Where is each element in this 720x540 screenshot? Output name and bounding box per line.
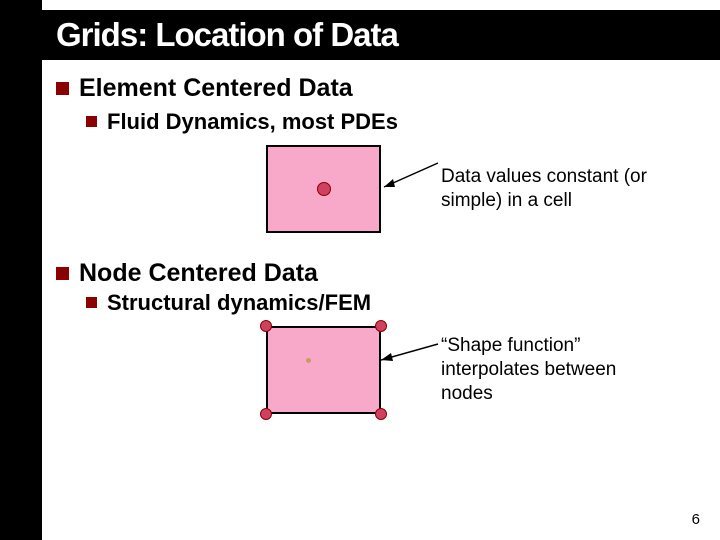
cell-rect bbox=[266, 326, 381, 414]
annotation-node-centered: “Shape function” interpolates between no… bbox=[441, 334, 651, 405]
bullet-lvl2-fluid-dynamics: Fluid Dynamics, most PDEs bbox=[86, 109, 706, 135]
content-area: Element Centered Data Fluid Dynamics, mo… bbox=[56, 74, 706, 420]
annotation-element-centered: Data values constant (or simple) in a ce… bbox=[441, 165, 651, 213]
square-bullet-icon bbox=[56, 82, 69, 95]
arrow-to-interior bbox=[381, 326, 441, 414]
interior-sample-point-icon bbox=[306, 358, 311, 363]
page-number: 6 bbox=[692, 511, 700, 528]
square-bullet-icon bbox=[86, 116, 97, 127]
square-bullet-icon bbox=[86, 297, 97, 308]
heading-node-centered: Node Centered Data bbox=[79, 259, 318, 288]
diagram-element-centered: Data values constant (or simple) in a ce… bbox=[56, 145, 706, 233]
slide-title: Grids: Location of Data bbox=[56, 16, 720, 54]
left-accent-stripe bbox=[0, 0, 42, 540]
bullet-lvl2-structural: Structural dynamics/FEM bbox=[86, 290, 706, 316]
square-bullet-icon bbox=[56, 267, 69, 280]
subheading-structural: Structural dynamics/FEM bbox=[107, 290, 371, 316]
heading-element-centered: Element Centered Data bbox=[79, 74, 353, 103]
cell-node-centered bbox=[266, 326, 381, 414]
subheading-fluid-dynamics: Fluid Dynamics, most PDEs bbox=[107, 109, 398, 135]
cell-element-centered bbox=[266, 145, 381, 233]
node-point-icon bbox=[260, 320, 272, 332]
diagram-node-centered: “Shape function” interpolates between no… bbox=[56, 326, 706, 414]
arrow-to-center bbox=[381, 145, 441, 233]
bullet-lvl1-element-centered: Element Centered Data bbox=[56, 74, 706, 103]
center-data-point-icon bbox=[317, 182, 331, 196]
title-bar: Grids: Location of Data bbox=[0, 10, 720, 60]
node-point-icon bbox=[260, 408, 272, 420]
bullet-lvl1-node-centered: Node Centered Data bbox=[56, 259, 706, 288]
